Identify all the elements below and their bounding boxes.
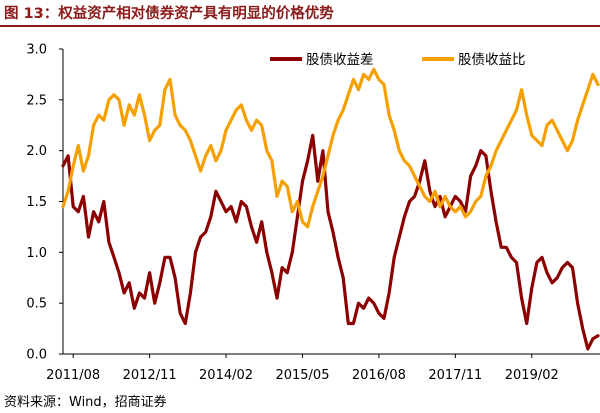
x-axis: 2011/08 2012/11 2014/02 2015/05 2016/08 2017/… [46, 353, 600, 383]
series-line-2 [61, 67, 600, 229]
x-tick-label: 2016/08 [352, 368, 406, 383]
y-tick-label: 0.5 [26, 297, 47, 312]
x-tick-label: 2017/11 [428, 368, 482, 383]
x-tick-label: 2015/05 [275, 368, 329, 383]
legend: 股债收益差 股债收益比 [270, 52, 526, 68]
legend-label-1: 股债收益差 [306, 52, 374, 68]
y-tick-label: 3.0 [26, 43, 47, 58]
x-tick-label: 2019/02 [505, 368, 559, 383]
legend-label-2: 股债收益比 [458, 52, 526, 68]
y-tick-label: 1.5 [26, 195, 47, 210]
title-underline [0, 25, 600, 27]
x-tick-label: 2011/08 [46, 368, 100, 383]
x-tick-label: 2014/02 [199, 368, 253, 383]
y-tick-label: 0.0 [26, 348, 47, 363]
y-axis: 0.0 0.5 1.0 1.5 2.0 2.5 3.0 [26, 43, 64, 363]
source-note: 资料来源：Wind，招商证券 [4, 395, 167, 410]
y-tick-label: 2.5 [26, 93, 47, 108]
y-tick-label: 2.0 [26, 144, 47, 159]
figure-title: 图 13：权益资产相对债券资产具有明显的价格优势 [4, 6, 334, 22]
x-tick-label: 2012/11 [123, 368, 177, 383]
y-tick-label: 1.0 [26, 246, 47, 261]
series-layer [61, 67, 600, 351]
series-line-1 [61, 133, 600, 351]
